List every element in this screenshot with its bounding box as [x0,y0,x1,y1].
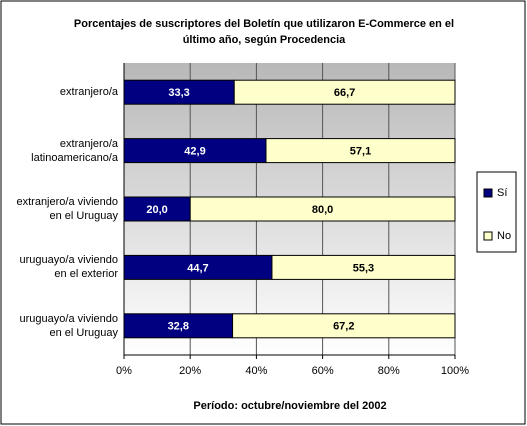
chart-title: último año, según Procedencia [183,34,346,46]
bar [265,138,456,164]
legend-swatch [483,188,493,198]
value-label: 42,9 [184,146,205,158]
x-tick-label: 40% [245,365,267,377]
bar [271,254,456,280]
x-tick-label: 60% [312,365,334,377]
y-tick-label: extranjero/a viviendo en el Uruguay [16,196,118,222]
bar [232,313,456,339]
x-tick-label: 80% [378,365,400,377]
x-tick-label: 20% [179,365,201,377]
legend-label: Sí [497,187,507,199]
y-tick-label: uruguayo/a viviendo en el Uruguay [19,312,118,339]
value-label: 44,7 [187,262,208,274]
value-label: 66,7 [334,87,355,99]
bar [189,196,456,222]
x-axis-label: Período: octubre/noviembre del 2002 [193,400,386,412]
value-label: 32,8 [168,321,189,333]
value-label: 20,0 [146,204,167,216]
value-label: 55,3 [353,262,374,274]
value-label: 33,3 [168,87,189,99]
value-label: 80,0 [312,204,333,216]
y-tick-label: extranjero/a [59,86,118,99]
y-tick-label: uruguayo/a viviendo en el exterior [19,254,118,281]
bar [123,313,234,339]
value-label: 67,2 [333,321,354,333]
value-label: 57,1 [350,146,371,158]
chart-title: Porcentajes de suscriptores del Boletín … [74,18,454,30]
bar [123,254,273,280]
x-tick-label: 100% [441,365,469,377]
bar [233,79,456,105]
x-tick-label: 0% [116,365,132,377]
y-tick-label: extranjero/a latinoamericano/a [31,137,118,164]
legend-label: No [497,230,511,242]
bar [123,79,235,105]
legend-swatch [483,231,493,241]
